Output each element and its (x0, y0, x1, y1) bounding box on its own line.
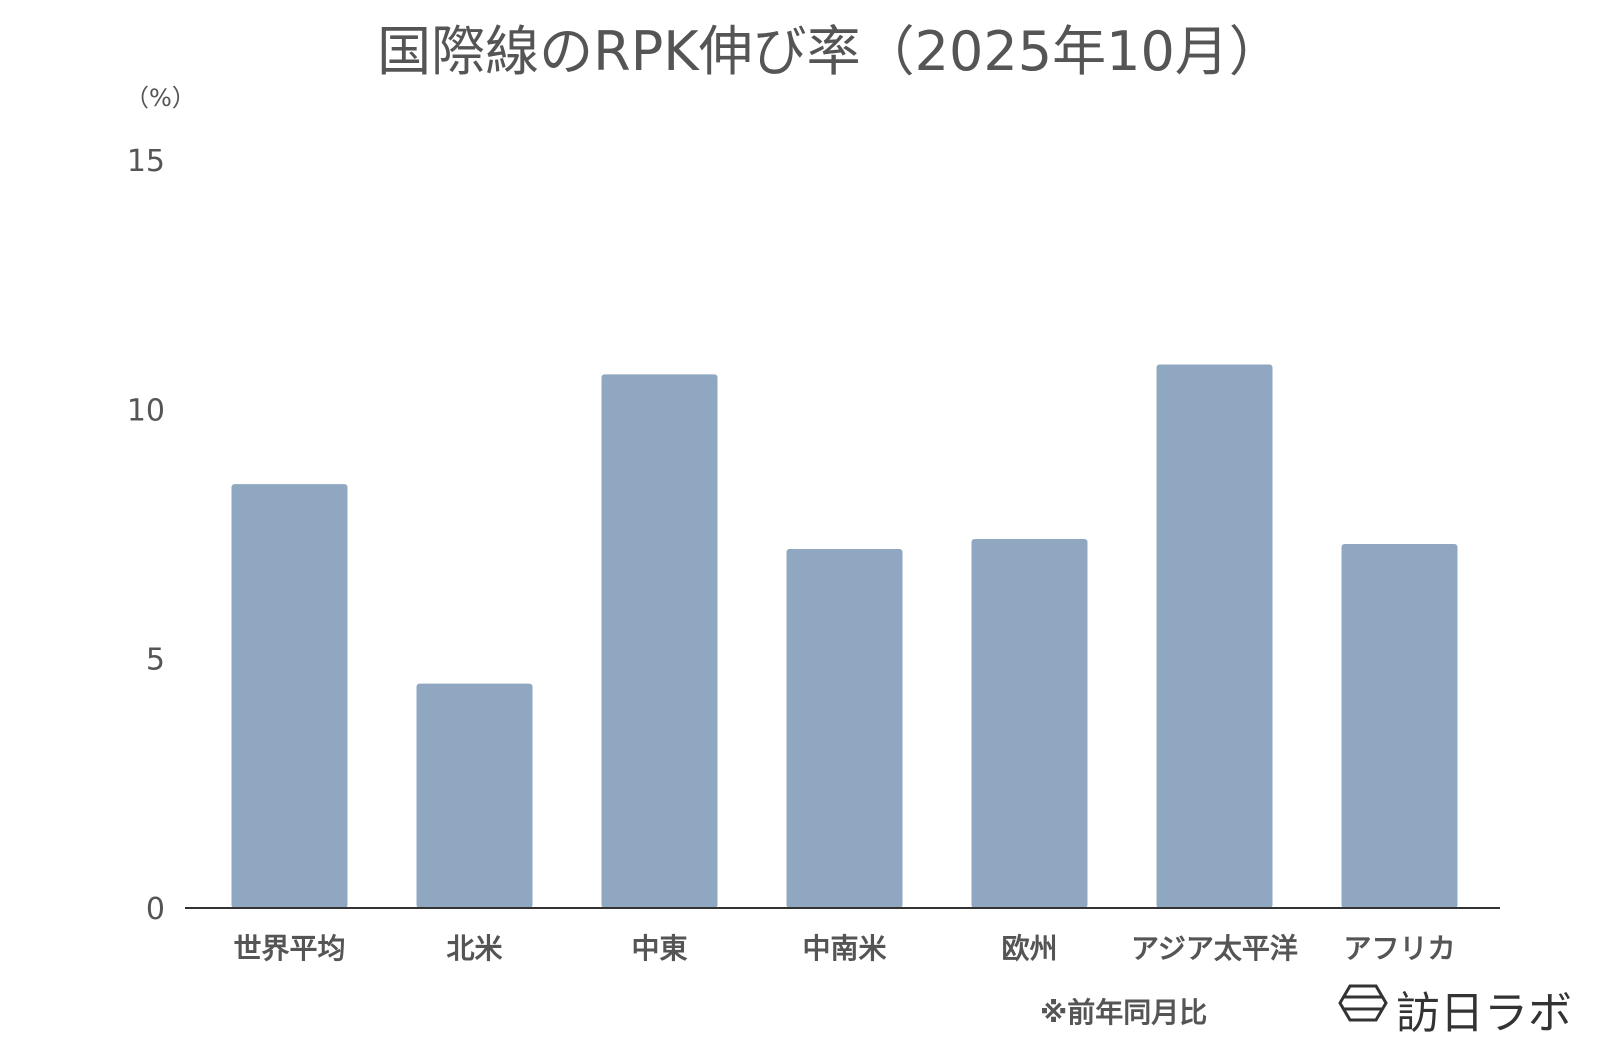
bar (416, 683, 533, 908)
x-tick-label: アジア太平洋 (1131, 932, 1298, 965)
x-tick-label: 中南米 (802, 932, 886, 965)
footnote: ※前年同月比 (1040, 996, 1207, 1029)
bar (601, 374, 718, 909)
y-tick-label: 15 (127, 144, 165, 179)
bar (1341, 543, 1458, 908)
bar (786, 548, 903, 908)
brand-name: 訪日ラボ (1396, 988, 1572, 1039)
y-tick-label: 10 (127, 393, 165, 428)
bar (971, 538, 1088, 908)
y-tick-label: 0 (146, 892, 165, 927)
x-axis-labels: 世界平均 北米 中東 中南米 欧州 アジア太平洋 アフリカ (233, 932, 1455, 965)
brand-logo: 訪日ラボ (1338, 984, 1572, 1039)
x-tick-label: 北米 (446, 932, 502, 965)
bar (1156, 364, 1273, 908)
y-axis-ticks: 0 5 10 15 (127, 144, 165, 927)
y-tick-label: 5 (146, 643, 165, 678)
bar (231, 484, 348, 908)
x-tick-label: 中東 (631, 932, 687, 965)
bars (231, 364, 1458, 909)
y-axis-unit: （%） (125, 84, 196, 112)
x-tick-label: アフリカ (1343, 932, 1455, 965)
chart-title: 国際線のRPK伸び率（2025年10月） (377, 20, 1283, 83)
x-tick-label: 世界平均 (233, 932, 345, 965)
x-tick-label: 欧州 (1001, 932, 1057, 965)
hexagon-logo-icon (1338, 984, 1388, 1022)
